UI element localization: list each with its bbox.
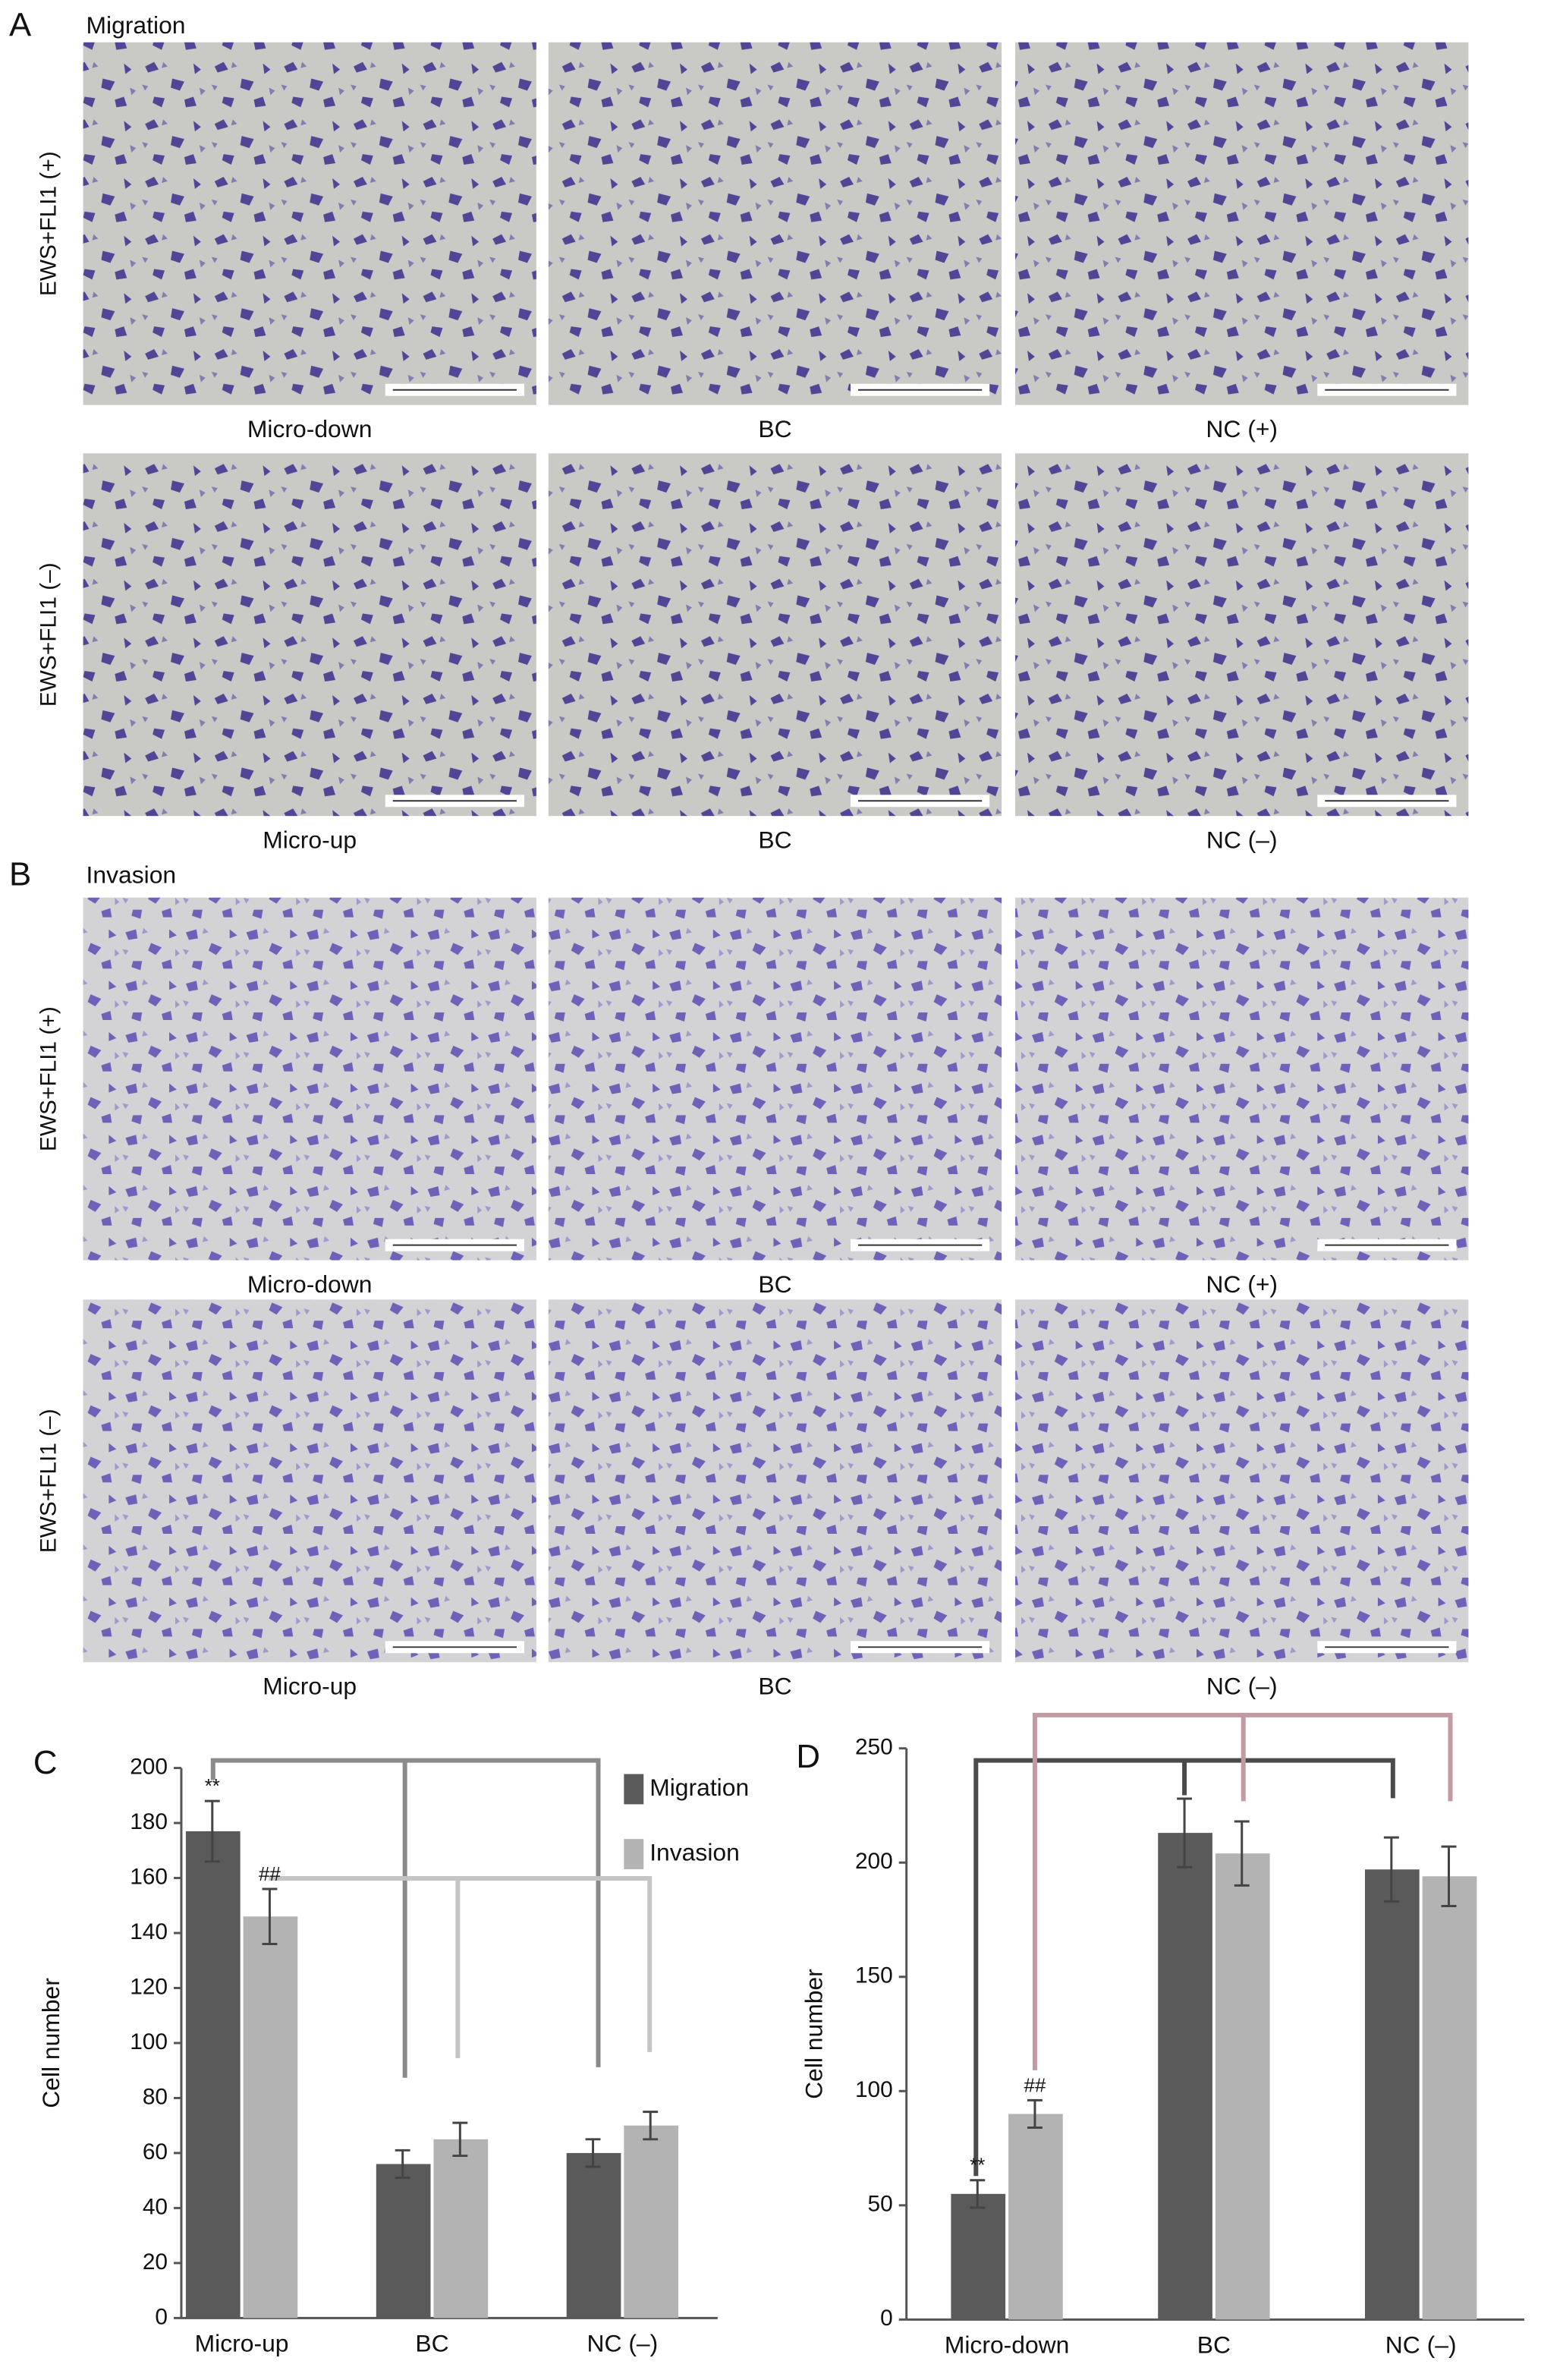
caption: NC (+) xyxy=(1206,415,1278,442)
micrograph xyxy=(1015,897,1469,1261)
bar xyxy=(1422,1876,1477,2320)
y-tick-label: 100 xyxy=(130,2029,168,2054)
y-axis-title: Cell number xyxy=(37,1978,64,2108)
y-tick-label: 60 xyxy=(143,2139,168,2164)
micrograph xyxy=(548,1299,1002,1663)
y-tick-label: 0 xyxy=(880,2306,893,2331)
panel-title: Invasion xyxy=(86,861,177,888)
panel-title: Migration xyxy=(86,11,186,39)
y-tick-label: 80 xyxy=(143,2084,168,2109)
y-tick-label: 200 xyxy=(130,1754,168,1779)
bracket-c-invasion xyxy=(269,1875,653,2058)
y-tick-label: 140 xyxy=(130,1919,168,1944)
chart-letter: C xyxy=(33,1744,58,1781)
legend-swatch xyxy=(624,1774,644,1805)
significance-mark: ## xyxy=(1024,2075,1046,2096)
micrograph xyxy=(83,453,536,817)
y-tick-label: 150 xyxy=(855,1963,893,1988)
bar xyxy=(185,1831,241,2319)
bar xyxy=(1008,2114,1063,2320)
micrograph xyxy=(1015,42,1469,405)
bar xyxy=(1215,1853,1270,2320)
significance-mark: ## xyxy=(259,1864,281,1885)
caption: BC xyxy=(758,415,791,442)
y-tick-label: 20 xyxy=(143,2249,168,2275)
significance-mark: ** xyxy=(205,1776,220,1797)
y-tick-label: 160 xyxy=(130,1864,168,1889)
bar xyxy=(433,2139,489,2319)
y-tick-label: 200 xyxy=(855,1849,893,1874)
significance-mark: ** xyxy=(970,2155,985,2177)
y-tick-label: 50 xyxy=(868,2192,893,2217)
y-tick-label: 0 xyxy=(155,2304,168,2329)
panel-letter: B xyxy=(9,855,31,892)
legend-label: Migration xyxy=(649,1774,749,1801)
bracket-c-migration xyxy=(210,1758,601,2078)
row-label: EWS+FLI1 (+) xyxy=(36,151,61,296)
legend-label: Invasion xyxy=(649,1838,740,1865)
y-tick-label: 40 xyxy=(143,2194,168,2219)
micrograph xyxy=(1015,1299,1469,1663)
caption: NC (–) xyxy=(1206,1672,1278,1699)
y-axis-title: Cell number xyxy=(800,1969,828,2099)
caption: BC xyxy=(758,1270,791,1298)
caption: NC (+) xyxy=(1206,1270,1278,1298)
x-tick-label: BC xyxy=(415,2330,448,2357)
y-tick-label: 100 xyxy=(855,2077,893,2102)
row-label: EWS+FLI1 (+) xyxy=(36,1006,61,1151)
caption: BC xyxy=(758,826,791,853)
micrograph xyxy=(548,453,1002,817)
micrograph xyxy=(548,897,1002,1261)
x-tick-label: Micro-down xyxy=(945,2331,1070,2359)
caption: Micro-up xyxy=(263,826,357,853)
y-tick-label: 180 xyxy=(130,1809,168,1834)
caption: NC (–) xyxy=(1206,826,1278,853)
micrograph xyxy=(83,1299,536,1663)
caption: Micro-down xyxy=(247,415,373,442)
chart-letter: D xyxy=(796,1738,820,1775)
row-label: EWS+FLI1 (–) xyxy=(36,562,61,707)
bar xyxy=(376,2164,431,2319)
caption: Micro-up xyxy=(263,1672,357,1699)
bar xyxy=(951,2193,1006,2320)
micrograph xyxy=(83,897,536,1261)
x-tick-label: NC (–) xyxy=(587,2330,658,2357)
bar xyxy=(624,2125,679,2319)
x-tick-label: Micro-up xyxy=(195,2330,289,2357)
y-tick-label: 250 xyxy=(855,1735,893,1760)
row-label: EWS+FLI1 (–) xyxy=(36,1409,61,1553)
legend-swatch xyxy=(624,1839,644,1870)
bar xyxy=(566,2152,621,2319)
micrograph xyxy=(548,42,1002,405)
bracket-d-invasion xyxy=(1032,1712,1453,2070)
x-tick-label: NC (–) xyxy=(1385,2331,1457,2359)
caption: BC xyxy=(758,1672,791,1699)
bar xyxy=(1158,1833,1212,2320)
bracket-d-migration xyxy=(973,1758,1395,2177)
micrograph xyxy=(1015,453,1469,817)
x-tick-label: BC xyxy=(1197,2331,1231,2359)
panel-letter: A xyxy=(9,6,32,43)
bar xyxy=(243,1916,298,2319)
caption: Micro-down xyxy=(247,1270,373,1298)
bar xyxy=(1365,1869,1420,2320)
y-tick-label: 120 xyxy=(130,1974,168,1999)
micrograph xyxy=(83,42,536,405)
